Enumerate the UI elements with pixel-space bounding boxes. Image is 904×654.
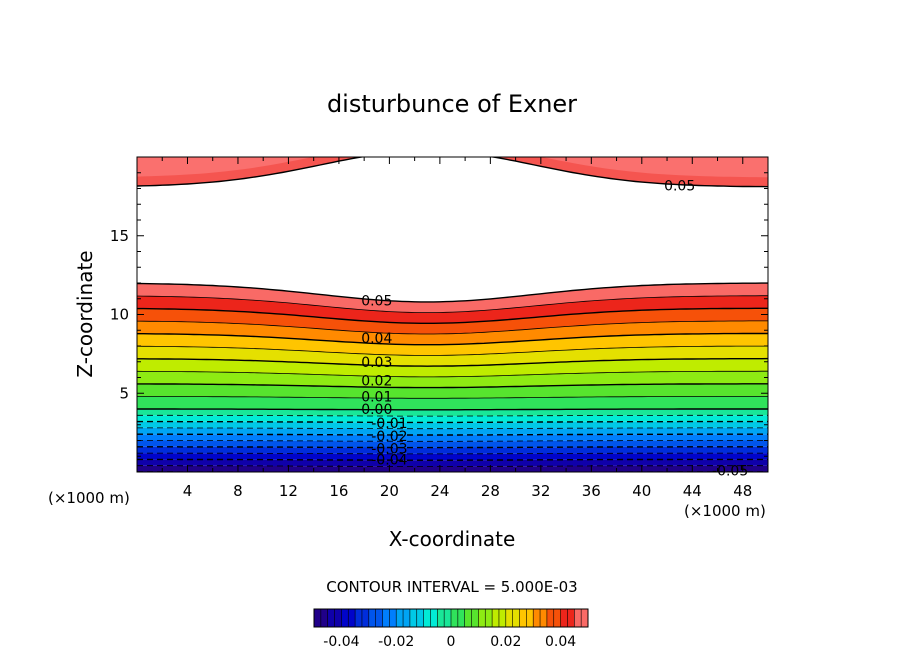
contour-label: 0.03 xyxy=(361,355,392,371)
contour-label: -0.02 xyxy=(371,429,407,445)
x-tick-label: 48 xyxy=(733,482,752,500)
contour-band xyxy=(137,472,768,488)
y-tick-label: 10 xyxy=(110,306,129,324)
contour-labels: 0.050.040.030.020.010.00-0.01-0.02-0.03-… xyxy=(361,178,748,479)
colorbar-frame xyxy=(313,608,589,628)
contour-band xyxy=(137,320,768,345)
contour-label: 0.04 xyxy=(361,331,392,347)
contour-line xyxy=(137,408,768,411)
colorbar-tick-label: 0 xyxy=(447,634,456,650)
contour-band xyxy=(137,308,768,334)
x-tick-label: 40 xyxy=(632,482,651,500)
x-tick-label: 36 xyxy=(582,482,601,500)
x-axis: 4 8 12 16 20 24 28 32 36 40 44 48 xyxy=(161,157,752,500)
contour-line xyxy=(137,452,768,455)
contour-line xyxy=(137,420,768,424)
x-tick-label: 32 xyxy=(531,482,550,500)
contour-line xyxy=(137,396,768,399)
y-tick-label: 15 xyxy=(110,227,129,245)
contour-line xyxy=(137,383,768,389)
colorbar-tick-label: -0.04 xyxy=(323,634,359,650)
contour-line xyxy=(137,446,768,449)
contour-label: -0.03 xyxy=(371,441,407,457)
colorbar-tick-label: 0.04 xyxy=(545,634,576,650)
contour-line xyxy=(137,332,768,346)
contour-band xyxy=(137,396,768,410)
contour-label: 0.05 xyxy=(361,293,392,309)
x-tick-label: 4 xyxy=(183,482,193,500)
y-axis-title: Z-coordinate xyxy=(73,250,97,377)
x-tick-label: 16 xyxy=(329,482,348,500)
contour-band xyxy=(137,459,768,467)
y-axis: 5 10 15 xyxy=(110,172,768,457)
contour-line xyxy=(137,427,768,430)
contour-label: -0.05 xyxy=(712,463,748,479)
contour-band xyxy=(137,409,768,417)
contour-label: -0.04 xyxy=(371,452,407,468)
x-unit-label: (×1000 m) xyxy=(48,489,130,507)
contour-line xyxy=(137,458,768,461)
contour-band xyxy=(137,415,768,423)
contour-interval-text: CONTOUR INTERVAL = 5.000E-03 xyxy=(326,578,577,596)
x-tick-label: 44 xyxy=(683,482,702,500)
contour-label: 0.00 xyxy=(361,402,392,418)
y-unit-label: (×1000 m) xyxy=(684,502,766,520)
chart-title: disturbunce of Exner xyxy=(327,90,577,118)
contour-line xyxy=(137,320,768,335)
contour-line xyxy=(137,295,768,313)
x-axis-title: X-coordinate xyxy=(389,527,516,551)
contour-band xyxy=(137,453,768,461)
x-tick-label: 20 xyxy=(380,482,399,500)
contour-line xyxy=(137,157,768,188)
y-tick-label: 5 xyxy=(119,384,129,402)
x-tick-label: 8 xyxy=(233,482,243,500)
contour-band xyxy=(137,283,768,313)
contour-band xyxy=(137,383,768,399)
contour-band xyxy=(137,465,768,472)
contour-line xyxy=(137,357,768,367)
colorbar: -0.04 -0.02 0 0.02 0.04 xyxy=(313,608,589,650)
contour-line xyxy=(137,433,768,436)
contour-line xyxy=(137,282,768,303)
contour-line xyxy=(137,440,768,442)
contour-band xyxy=(137,157,768,187)
contour-band xyxy=(137,446,768,454)
x-tick-label: 24 xyxy=(430,482,449,500)
contour-line xyxy=(137,345,768,356)
contour-line xyxy=(137,414,768,417)
contour-band xyxy=(137,295,768,324)
contour-label: -0.01 xyxy=(371,416,407,432)
contour-band xyxy=(137,427,768,435)
colorbar-tick-label: 0.02 xyxy=(490,634,521,650)
x-tick-label: 12 xyxy=(279,482,298,500)
x-tick-label: 28 xyxy=(481,482,500,500)
contour-band xyxy=(137,346,768,367)
contour-label: 0.02 xyxy=(361,374,392,390)
contour-field xyxy=(137,157,768,488)
colorbar-tick-label: -0.02 xyxy=(378,634,414,650)
contour-label: 0.01 xyxy=(361,389,392,405)
contour-line xyxy=(137,307,768,324)
contour-band xyxy=(137,421,768,429)
contour-band xyxy=(137,371,768,388)
contour-band xyxy=(137,434,768,442)
contour-band xyxy=(137,440,768,448)
contour-label: 0.05 xyxy=(664,178,695,194)
contour-line xyxy=(137,370,768,378)
contour-line xyxy=(137,465,768,467)
